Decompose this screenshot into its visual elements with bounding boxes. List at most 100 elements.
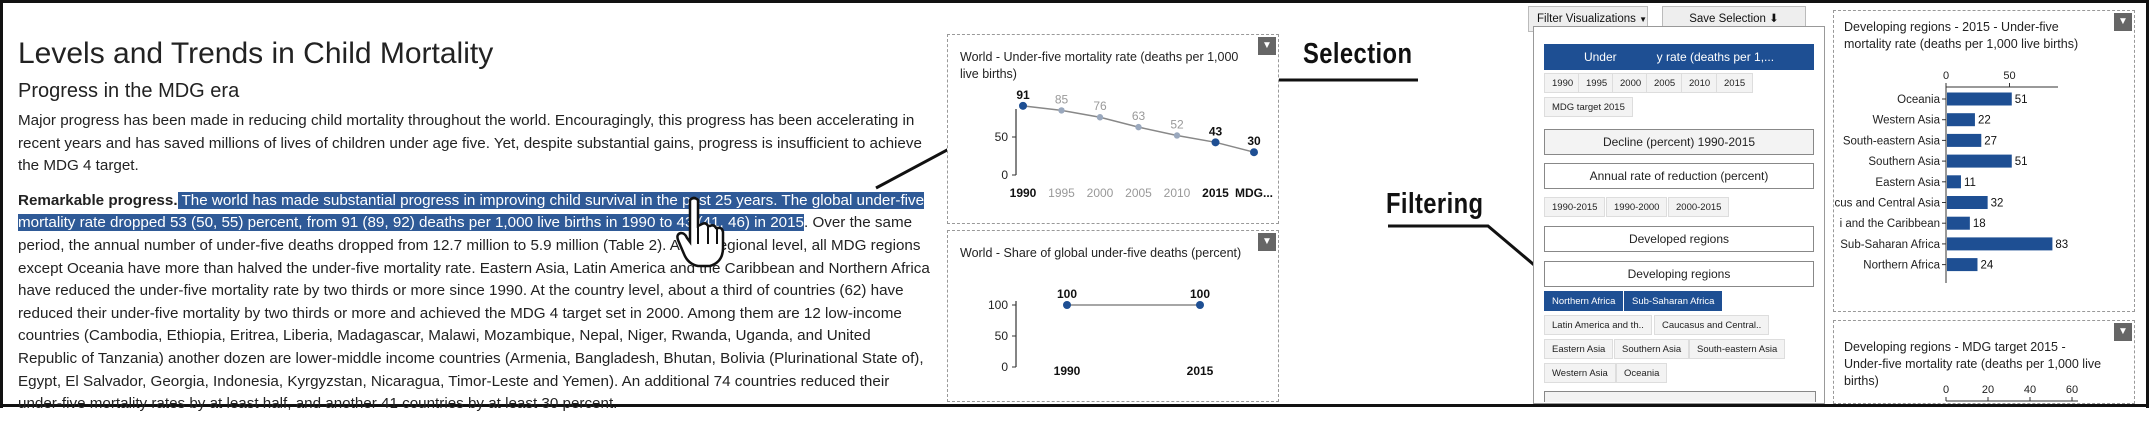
chart-mdg-target-axis: 0 20 40 60 [1943,384,2078,402]
x-tick-label: 1990 [1010,186,1037,200]
x-tick-label: 1990 [1054,364,1081,378]
filter-chip[interactable]: Eastern Asia [1544,339,1614,359]
filter-chip[interactable]: 1990 [1544,73,1582,93]
filter-chip[interactable]: 1990-2000 [1606,197,1668,217]
x-tick-label: 0 [1943,384,1949,396]
frame-left [0,0,3,408]
chevron-down-icon[interactable]: ▼ [2114,323,2132,341]
data-label: 52 [1170,117,1184,131]
category-label: Western Asia [1872,115,1940,127]
x-tick-label: 40 [2024,384,2036,396]
category-label: Oceania [1897,94,1940,106]
data-label: 85 [1055,92,1069,106]
filter-chip[interactable]: MDG target 2015 [1544,97,1633,117]
y-tick-label: 50 [995,130,1009,144]
x-tick-label: 1995 [1048,186,1075,200]
data-label: 30 [1247,134,1261,148]
bar [1947,92,2012,106]
data-point [1135,123,1142,131]
save-label: Save Selection [1689,13,1766,25]
data-point [1063,301,1071,309]
x-tick-label: MDG... [1235,186,1273,200]
developing-regions-button[interactable]: Developing regions [1544,261,1814,287]
filter-chip[interactable]: 1990-2015 [1544,197,1606,217]
article: Levels and Trends in Child Mortality Pro… [18,36,933,428]
data-point [1096,114,1104,121]
article-paragraph-1[interactable]: Major progress has been made in reducing… [18,112,922,175]
filter-chip[interactable]: Southern Asia [1614,339,1690,359]
x-tick-label: 2015 [1187,364,1214,378]
bar-value-label: 83 [2055,239,2068,251]
developed-regions-button[interactable]: Developed regions [1544,226,1814,252]
chart-card-world-share: World - Share of global under-five death… [947,230,1279,402]
chevron-down-icon[interactable]: ▼ [1258,233,1276,251]
x-tick-label: 60 [2066,384,2078,396]
annotation-filtering: Filtering [1386,188,1484,220]
filter-chip[interactable]: 2015 [1716,73,1754,93]
bar [1947,154,2012,168]
filter-chip[interactable]: South-eastern Asia [1689,339,1786,359]
chart-world-share: 0 50 100 100 1990 100 2015 [988,287,1214,378]
y-tick-label: 100 [988,298,1008,312]
chevron-down-icon[interactable]: ▼ [1258,37,1276,55]
bar [1947,237,2053,251]
data-point [1196,301,1204,309]
filter-chip[interactable]: Sub-Saharan Africa [1624,291,1723,311]
data-point [1173,132,1181,139]
y-tick-label: 0 [1001,360,1008,374]
bar-value-label: 27 [1984,135,1997,147]
article-subtitle: Progress in the MDG era [18,80,240,102]
bar-value-label: 51 [2015,94,2028,106]
x-tick-label: 2005 [1125,186,1152,200]
x-tick-label: 50 [2003,70,2015,82]
filter-label: Filter Visualizations [1537,13,1636,25]
filter-chip[interactable]: Western Asia [1544,363,1616,383]
filter-chip[interactable]: 1995 [1578,73,1616,93]
chevron-down-icon[interactable]: ▼ [2114,13,2132,31]
data-point [1058,107,1065,114]
bar [1947,196,1988,209]
article-paragraph-2[interactable]: Remarkable progress. The world has made … [18,190,933,416]
download-icon: ⬇ [1769,13,1779,25]
filter-chip[interactable]: Caucasus and Central.. [1654,315,1770,335]
category-label: Eastern Asia [1875,177,1940,189]
x-tick-label: 2000 [1087,186,1114,200]
bar-value-label: 24 [1980,260,1993,272]
y-tick-label: 50 [995,329,1009,343]
annual-rate-button[interactable]: Annual rate of reduction (percent) [1544,163,1814,189]
filter-chip[interactable]: Northern Africa [1544,291,1624,311]
filter-panel: Under y rate (deaths per 1,... 1990 1995 20… [1533,26,1825,404]
filter-chip[interactable]: Latin America and th.. [1544,315,1652,335]
chart-card-mdg-target: Developing regions - MDG target 2015 - U… [1833,320,2135,404]
x-tick-label: 2015 [1202,186,1229,200]
category-label: i and the Caribbean [1840,218,1940,230]
hand-pointer-icon [676,196,725,268]
y-tick-label: 0 [1001,168,1008,182]
filter-chip[interactable]: 2005 [1646,73,1684,93]
metric-under-five-mortality-rate[interactable]: Under y rate (deaths per 1,... [1544,44,1814,70]
x-tick-label: 0 [1943,70,1949,82]
data-label: 100 [1190,287,1210,301]
filter-chip[interactable]: 2000-2015 [1668,197,1730,217]
bar [1947,133,1982,147]
data-label: 63 [1132,109,1146,123]
chart-title: World - Under-five mortality rate (death… [960,50,1239,81]
decline-button[interactable]: Decline (percent) 1990-2015 [1544,129,1814,155]
filter-chip[interactable]: 2010 [1681,73,1719,93]
bar [1947,258,1978,272]
data-label: 100 [1057,287,1077,301]
bar-value-label: 51 [2015,156,2028,168]
chart-world-u5mr: 0 50 91 1990 85 1995 76 2000 63 2005 52 2010 43 2015 3… [995,88,1273,200]
frame-top [0,0,2149,3]
bar-value-label: 32 [1991,198,2004,210]
chevron-down-icon: ▼ [1639,15,1647,24]
data-point [1019,101,1027,110]
filter-chip[interactable]: 2000 [1612,73,1650,93]
bar [1947,113,1975,127]
metric-label-left: Under [1583,50,1617,64]
next-button-partial[interactable] [1544,391,1816,402]
bar [1947,216,1970,230]
article-title: Levels and Trends in Child Mortality [18,37,494,70]
metric-label-right: y rate (deaths per 1,... [1656,50,1775,64]
filter-chip[interactable]: Oceania [1616,363,1668,383]
